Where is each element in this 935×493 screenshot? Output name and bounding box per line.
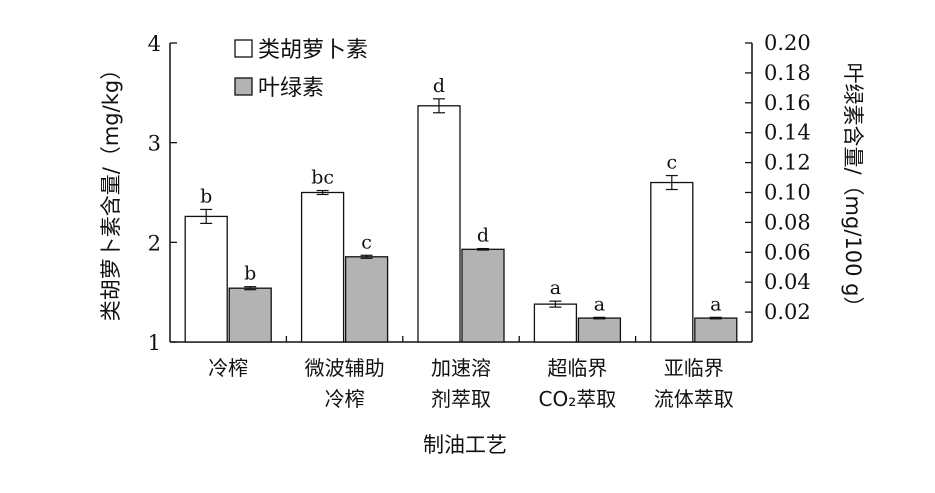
- y2-tick-label-1: 0.04: [764, 270, 811, 294]
- bar-0-3: [533, 303, 578, 343]
- bar-1-3: [577, 317, 622, 343]
- legend-label-chlorophyll: 叶绿素: [258, 76, 324, 101]
- legend-swatch-chlorophyll: [234, 77, 253, 96]
- bar-1-0: [228, 287, 272, 343]
- x-tick-label-1-1: 冷榨: [325, 387, 365, 411]
- plot-area: 1 2 3 4 0.02 0.04 0.06 0.08 0.10 0.12 0.14 0.16 0.18…: [148, 31, 811, 411]
- significance-label-1-1: c: [361, 231, 372, 253]
- x-tick-label-2-1: 剂萃取: [431, 387, 491, 411]
- x-axis-title: 制油工艺: [423, 433, 507, 457]
- legend: 类胡萝卜素 叶绿素: [234, 38, 368, 101]
- legend-label-carotenoid: 类胡萝卜素: [258, 38, 368, 63]
- y-tick-label-1: 2: [148, 231, 161, 255]
- significance-label-0-3: a: [550, 277, 561, 299]
- y2-tick-label-4: 0.10: [764, 181, 811, 205]
- bar-0-0: [184, 215, 228, 343]
- y-tick-label-3: 4: [148, 32, 161, 56]
- x-tick-label-0-0: 冷榨: [208, 356, 248, 380]
- y2-tick-label-9: 0.20: [764, 31, 811, 55]
- y2-tick-label-0: 0.02: [764, 300, 811, 324]
- significance-label-1-4: a: [710, 293, 721, 315]
- x-tick-label-2-0: 加速溶: [431, 356, 491, 380]
- y2-tick-label-6: 0.14: [764, 121, 811, 145]
- x-tick-label-1-0: 微波辅助: [305, 356, 385, 380]
- significance-label-0-0: b: [200, 185, 212, 207]
- bar-0-2: [417, 105, 461, 343]
- significance-label-1-2: d: [477, 225, 489, 247]
- significance-label-1-0: b: [244, 263, 256, 285]
- y-axis-title: 类胡萝卜素含量/（mg/kg）: [99, 59, 123, 321]
- bar-0-4: [650, 181, 694, 343]
- y2-tick-label-3: 0.08: [764, 210, 811, 234]
- bar-1-4: [694, 317, 738, 343]
- x-tick-label-4-0: 亚临界: [664, 356, 724, 380]
- significance-label-0-4: c: [666, 152, 677, 174]
- bar-1-1: [344, 256, 389, 343]
- y2-tick-label-8: 0.18: [764, 61, 811, 85]
- x-tick-label-3-0: 超临界: [547, 356, 607, 380]
- y2-tick-label-2: 0.06: [764, 240, 811, 264]
- significance-label-0-2: d: [433, 75, 445, 97]
- y-tick-label-2: 3: [148, 132, 161, 156]
- y-tick-label-0: 1: [148, 331, 161, 355]
- legend-swatch-carotenoid: [234, 39, 253, 58]
- significance-label-1-3: a: [594, 293, 605, 315]
- bar-0-1: [300, 191, 345, 343]
- y2-axis-title: 叶绿素含量/（mg/100 g）: [841, 62, 865, 317]
- significance-label-0-1: bc: [311, 167, 334, 189]
- bar-1-2: [461, 248, 505, 343]
- y2-tick-label-5: 0.12: [764, 151, 811, 175]
- x-tick-label-4-1: 流体萃取: [654, 387, 734, 411]
- y2-tick-label-7: 0.16: [764, 91, 811, 115]
- x-tick-label-3-1: CO₂萃取: [539, 387, 617, 411]
